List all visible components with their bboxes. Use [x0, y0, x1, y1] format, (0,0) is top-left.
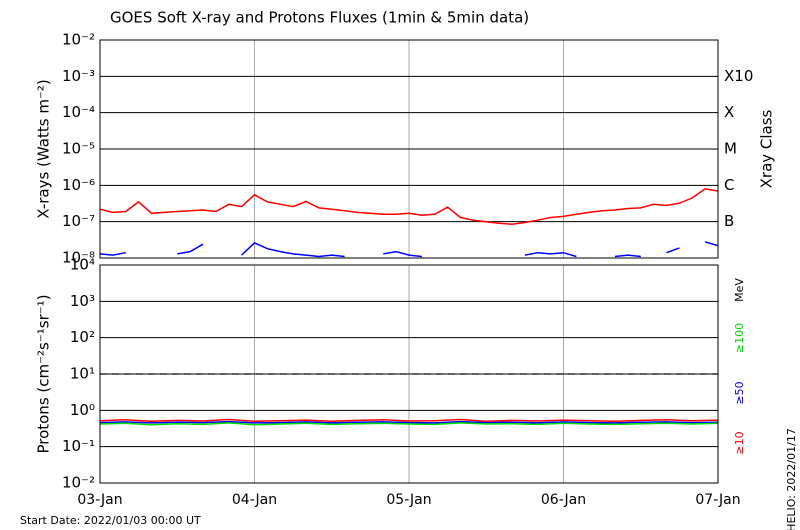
series-line	[100, 420, 718, 424]
y-tick-label: 10⁻⁷	[62, 212, 95, 230]
series-line	[177, 243, 204, 255]
y-tick-label: 10³	[70, 292, 95, 310]
legend-label: ≥100	[733, 323, 746, 353]
right-axis-label: Xray Class	[758, 109, 776, 188]
plot-frame	[99, 264, 719, 484]
units-label: MeV	[733, 278, 746, 302]
chart-title: GOES Soft X-ray and Protons Fluxes (1min…	[110, 9, 529, 27]
series-line	[666, 247, 680, 254]
y-tick-label: 10⁻⁸	[62, 249, 95, 267]
y-axis-label: X-rays (Watts m⁻²)	[35, 79, 53, 218]
y-tick-label: 10⁻²	[62, 31, 95, 49]
series-line	[100, 418, 718, 423]
y-tick-label: 10⁻⁴	[62, 103, 95, 121]
plot-frame	[99, 39, 719, 259]
x-tick-label: 06-Jan	[541, 492, 586, 508]
y-axis-label: Protons (cm⁻²s⁻¹sr⁻¹)	[35, 294, 53, 453]
series-group	[100, 188, 718, 258]
y-tick-label: 10⁻²	[62, 474, 95, 492]
legend-label: ≥50	[733, 381, 746, 404]
x-tick-label: 03-Jan	[77, 492, 122, 508]
class-label: M	[724, 140, 737, 158]
y-tick-label: 10⁻³	[62, 67, 95, 85]
class-label: X10	[724, 67, 753, 85]
x-tick-label: 05-Jan	[386, 492, 431, 508]
y-tick-label: 10⁻⁵	[62, 140, 95, 158]
series-line	[100, 188, 718, 225]
series-line	[383, 250, 422, 258]
class-label: C	[724, 176, 734, 194]
y-tick-label: 10²	[70, 328, 95, 346]
class-label: B	[724, 212, 734, 230]
series-line	[100, 251, 126, 256]
x-tick-label: 04-Jan	[232, 492, 277, 508]
series-group	[100, 418, 718, 426]
series-line	[241, 242, 345, 258]
legend-label: ≥10	[733, 431, 746, 454]
class-label: X	[724, 103, 734, 121]
y-tick-label: 10⁻⁶	[62, 176, 95, 194]
y-tick-label: 10¹	[70, 365, 95, 383]
start-date: Start Date: 2022/01/03 00:00 UT	[20, 514, 201, 527]
series-line	[614, 254, 641, 258]
series-line	[524, 251, 577, 258]
stamp: HELIO: 2022/01/17	[785, 428, 798, 530]
y-tick-label: 10⁰	[70, 401, 95, 419]
y-tick-label: 10⁴	[70, 256, 95, 274]
series-line	[704, 241, 718, 247]
series-line	[100, 422, 718, 426]
y-tick-label: 10⁻¹	[62, 437, 95, 455]
x-tick-label: 07-Jan	[695, 492, 740, 508]
